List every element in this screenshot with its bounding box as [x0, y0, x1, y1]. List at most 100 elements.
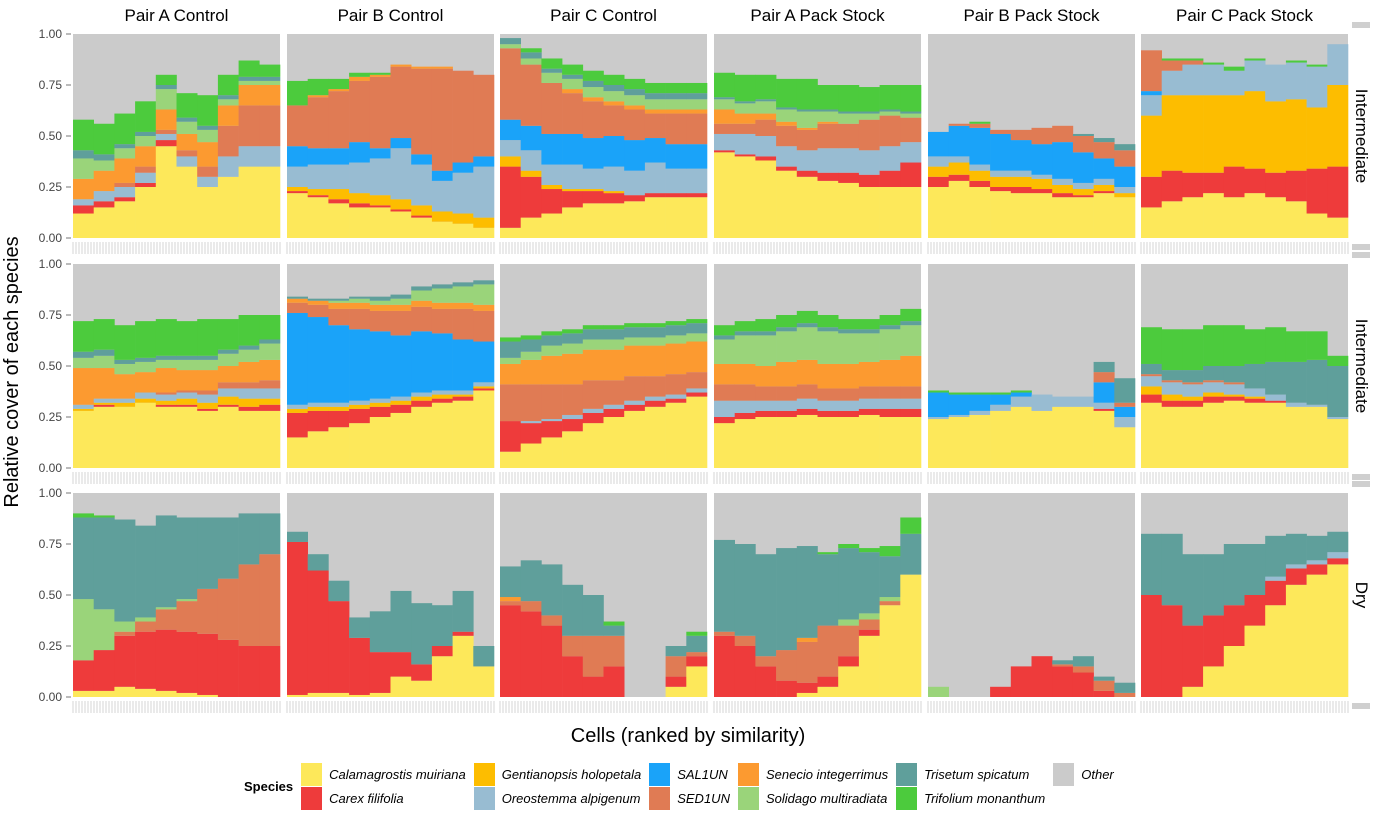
bar-segment-trifolium-monanthum [259, 64, 281, 77]
bar-segment-oreostemma-alpigenum [238, 388, 260, 399]
bar-segment-calamagrostis-muiriana [135, 187, 157, 238]
bar-segment-calamagrostis-muiriana [686, 666, 708, 697]
bar-segment-oreostemma-alpigenum [541, 164, 563, 185]
bar-segment-trisetum-spicatum [197, 125, 219, 130]
bar-segment-trisetum-spicatum [520, 560, 542, 602]
bar-segment-trisetum-spicatum [349, 296, 371, 299]
bar-segment-solidago-multiradiata [155, 607, 177, 610]
bar-segment-calamagrostis-muiriana [452, 223, 474, 238]
bar-segment-oreostemma-alpigenum [328, 164, 350, 190]
bar-segment-calamagrostis-muiriana [1203, 402, 1225, 468]
bar-segment-trisetum-spicatum [473, 646, 495, 667]
bar-segment-oreostemma-alpigenum [1010, 396, 1032, 407]
bar-segment-sed1un [155, 129, 177, 134]
bar-segment-trisetum-spicatum [582, 329, 604, 340]
bar-segment-sed1un [665, 113, 687, 145]
bar-segment-calamagrostis-muiriana [817, 686, 839, 697]
bar-segment-carex-filifolia [411, 400, 433, 407]
bar-segment-calamagrostis-muiriana [197, 694, 219, 697]
bar-segment-calamagrostis-muiriana [307, 692, 329, 697]
bar-segment-trisetum-spicatum [644, 93, 666, 100]
bar-segment-oreostemma-alpigenum [176, 156, 198, 167]
bar-segment-trifolium-monanthum [665, 321, 687, 326]
bar-segment-carex-filifolia [755, 156, 777, 161]
legend-item: SED1UN [649, 786, 734, 810]
bar-segment-sed1un [1141, 50, 1162, 92]
y-tick-label: 0.75 [39, 537, 63, 551]
bar-segment-trifolium-monanthum [838, 544, 860, 549]
bar-segment-gentianopsis-holopetala [328, 189, 350, 200]
bar-segment-trifolium-monanthum [1244, 329, 1266, 364]
bar-segment-calamagrostis-muiriana [582, 423, 604, 468]
bar-segment-calamagrostis-muiriana [838, 182, 860, 238]
bar-segment-solidago-multiradiata [473, 284, 495, 305]
bar-segment-trifolium-monanthum [776, 315, 798, 328]
bar-segment-oreostemma-alpigenum [73, 404, 94, 409]
bar-segment-trifolium-monanthum [624, 78, 646, 90]
row-strip-label: Intermediate [1352, 319, 1371, 414]
bar-segment-sal1un [1141, 91, 1162, 96]
bar-segment-sed1un [1093, 142, 1115, 159]
bar-segment-carex-filifolia [500, 166, 521, 228]
bar-segment-calamagrostis-muiriana [369, 207, 391, 238]
bar-segment-gentianopsis-holopetala [307, 189, 329, 196]
bar-segment-calamagrostis-muiriana [1052, 406, 1074, 468]
bar-segment-trifolium-monanthum [603, 325, 625, 330]
bar-segment-trisetum-spicatum [562, 584, 584, 636]
bar-segment-sed1un [1161, 380, 1183, 383]
bar-segment-calamagrostis-muiriana [1161, 201, 1183, 238]
bar-segment-calamagrostis-muiriana [114, 201, 136, 238]
bar-segment-senecio-integerrimus [155, 368, 177, 393]
bar-segment-calamagrostis-muiriana [858, 414, 880, 468]
bar-segment-sed1un [500, 48, 521, 120]
bar-segment-gentianopsis-holopetala [1010, 176, 1032, 187]
bar-segment-senecio-integerrimus [135, 372, 157, 393]
bar-segment-trisetum-spicatum [1114, 378, 1136, 403]
bar-segment-trisetum-spicatum [520, 52, 542, 59]
bar-segment-oreostemma-alpigenum [948, 414, 970, 417]
bar-segment-sal1un [287, 146, 308, 167]
bar-segment-sal1un [307, 148, 329, 165]
bar-segment-carex-filifolia [1223, 605, 1245, 646]
bar-segment-trifolium-monanthum [879, 546, 901, 557]
bar-segment-solidago-multiradiata [562, 78, 584, 90]
legend-item: Solidago multiradiata [737, 786, 892, 810]
bar-segment-gentianopsis-holopetala [1031, 178, 1053, 190]
bar-segment-trifolium-monanthum [238, 315, 260, 346]
bar-segment-oreostemma-alpigenum [114, 187, 136, 198]
bar-segment-solidago-multiradiata [73, 599, 94, 661]
bar-segment-gentianopsis-holopetala [1161, 95, 1183, 171]
bar-segment-trisetum-spicatum [603, 85, 625, 92]
bar-segment-oreostemma-alpigenum [776, 146, 798, 167]
bar-segment-calamagrostis-muiriana [900, 187, 922, 238]
bar-segment-trifolium-monanthum [817, 85, 839, 110]
row-strip-label: Dry [1352, 582, 1371, 609]
bar-segment-sal1un [328, 148, 350, 165]
bar-segment-sed1un [328, 91, 350, 149]
bar-segment-trifolium-monanthum [624, 323, 646, 328]
bar-segment-trisetum-spicatum [1161, 533, 1183, 606]
bar-segment-sed1un [900, 117, 922, 143]
bar-segment-trifolium-monanthum [900, 517, 922, 534]
bar-segment-carex-filifolia [817, 172, 839, 181]
bar-segment-sed1un [796, 641, 818, 683]
bar-segment-trisetum-spicatum [114, 359, 136, 364]
bar-segment-calamagrostis-muiriana [1265, 402, 1287, 468]
bar-segment-gentianopsis-holopetala [1223, 394, 1245, 397]
bar-segment-calamagrostis-muiriana [135, 688, 157, 697]
bar-segment-carex-filifolia [562, 656, 584, 697]
bar-segment-carex-filifolia [500, 605, 521, 697]
bar-segment-carex-filifolia [73, 205, 94, 214]
bar-segment-trisetum-spicatum [1244, 544, 1266, 595]
bar-segment-calamagrostis-muiriana [665, 686, 687, 697]
bar-segment-trisetum-spicatum [328, 298, 350, 301]
bar-segment-sal1un [287, 312, 308, 405]
bar-segment-trifolium-monanthum [838, 85, 860, 112]
bar-segment-sal1un [990, 394, 1012, 405]
bar-segment-gentianopsis-holopetala [1306, 107, 1328, 169]
x-axis-title: Cells (ranked by similarity) [571, 725, 806, 747]
bar-segment-trisetum-spicatum [796, 323, 818, 328]
bar-segment-sal1un [328, 325, 350, 403]
bar-segment-calamagrostis-muiriana [1182, 406, 1204, 468]
bar-segment-oreostemma-alpigenum [114, 398, 136, 403]
